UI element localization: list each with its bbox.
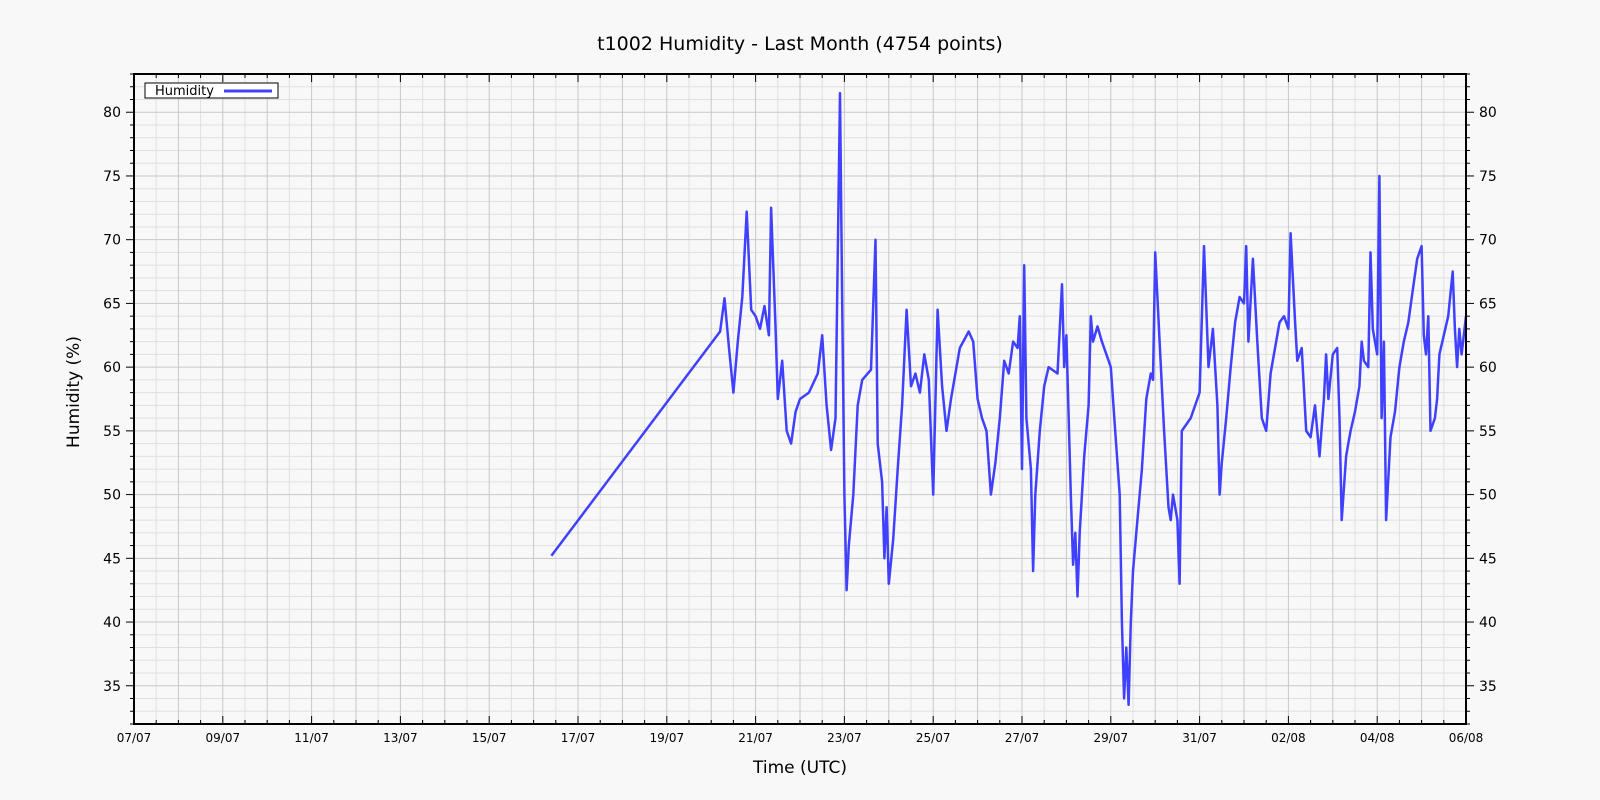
y-tick-label-right: 50 (1479, 488, 1497, 504)
x-tick-label: 31/07 (1182, 731, 1217, 745)
y-tick-label-left: 50 (103, 488, 121, 504)
y-tick-label-right: 35 (1479, 679, 1497, 695)
chart-title: t1002 Humidity - Last Month (4754 points… (597, 33, 1003, 55)
x-tick-label: 21/07 (738, 731, 773, 745)
y-tick-label-left: 55 (103, 424, 121, 440)
x-tick-label: 04/08 (1360, 731, 1395, 745)
x-tick-label: 27/07 (1005, 731, 1040, 745)
x-tick-label: 23/07 (827, 731, 862, 745)
legend: Humidity (144, 82, 279, 99)
plot-series (550, 91, 1468, 707)
y-axis-label: Humidity (%) (64, 336, 84, 448)
x-tick-label: 09/07 (206, 731, 241, 745)
y-tick-label-right: 65 (1479, 296, 1497, 312)
x-tick-label: 17/07 (561, 731, 596, 745)
y-tick-label-right: 40 (1479, 615, 1497, 631)
y-tick-label-right: 60 (1479, 360, 1497, 376)
series-line-humidity (550, 91, 1468, 707)
y-tick-label-left: 40 (103, 615, 121, 631)
x-tick-label: 15/07 (472, 731, 507, 745)
x-tick-label: 19/07 (650, 731, 685, 745)
x-axis-label: Time (UTC) (752, 758, 847, 778)
x-tick-label: 13/07 (383, 731, 418, 745)
x-tick-label: 06/08 (1449, 731, 1484, 745)
y-tick-label-left: 60 (103, 360, 121, 376)
x-tick-label: 25/07 (916, 731, 951, 745)
x-tick-label: 07/07 (117, 731, 152, 745)
y-tick-label-left: 80 (103, 105, 121, 121)
y-tick-label-left: 75 (103, 169, 121, 185)
y-tick-label-right: 45 (1479, 551, 1497, 567)
plot-area-frame (133, 73, 1467, 725)
y-tick-label-left: 35 (103, 679, 121, 695)
x-tick-label: 29/07 (1094, 731, 1129, 745)
y-tick-label-left: 70 (103, 233, 121, 249)
legend-box (144, 82, 279, 99)
y-tick-label-right: 80 (1479, 105, 1497, 121)
y-tick-label-right: 70 (1479, 233, 1497, 249)
x-tick-label: 02/08 (1271, 731, 1306, 745)
y-tick-label-right: 55 (1479, 424, 1497, 440)
tick-labels: 35 35 40 40 45 45 50 50 55 55 60 60 65 65 70 70 75 75 80 80… (103, 105, 1497, 745)
y-tick-label-right: 75 (1479, 169, 1497, 185)
legend-label: Humidity (155, 84, 214, 99)
y-tick-label-left: 45 (103, 551, 121, 567)
y-tick-label-left: 65 (103, 296, 121, 312)
x-tick-label: 11/07 (294, 731, 329, 745)
